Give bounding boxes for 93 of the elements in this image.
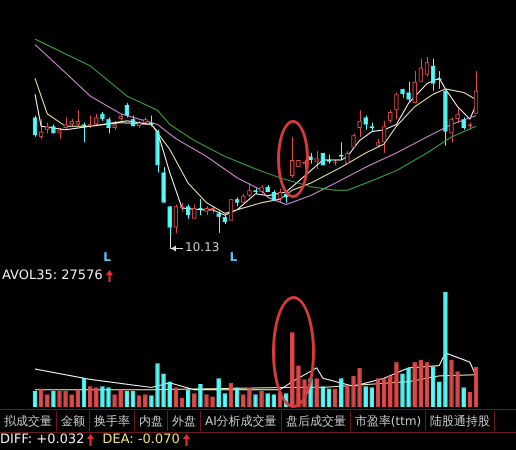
bar <box>345 385 350 407</box>
text: DIFF: +0.032 <box>0 432 84 447</box>
bar <box>430 366 436 407</box>
candlestick <box>382 120 386 154</box>
candlestick <box>174 204 178 234</box>
bar <box>314 378 319 407</box>
candlestick <box>418 58 424 82</box>
bar <box>161 374 166 407</box>
text: 金额 <box>57 411 90 431</box>
bar <box>174 387 178 407</box>
bar <box>136 395 142 407</box>
bar <box>94 387 98 407</box>
bar <box>234 387 240 407</box>
bar <box>364 386 368 407</box>
candlestick <box>45 122 50 134</box>
bar <box>394 362 399 407</box>
candlestick <box>462 116 466 130</box>
text: L <box>230 250 238 264</box>
bar <box>259 390 264 407</box>
candlestick <box>388 110 392 124</box>
candlestick <box>406 81 411 102</box>
candlestick <box>308 152 313 164</box>
candlestick <box>76 110 80 127</box>
bar <box>437 382 442 407</box>
bar <box>332 388 338 407</box>
candlestick <box>186 204 190 220</box>
bar <box>124 390 130 407</box>
bar <box>63 390 68 407</box>
text: AI分析成交量 <box>201 411 282 431</box>
bar <box>186 390 190 407</box>
bar <box>192 393 196 407</box>
bar <box>149 395 154 407</box>
candlestick <box>247 182 252 198</box>
bar <box>76 390 80 407</box>
candlestick <box>216 211 221 234</box>
bar <box>388 376 392 407</box>
candlestick <box>357 110 362 138</box>
bar <box>210 396 215 407</box>
text: 盘后成交量 <box>282 411 351 431</box>
bar <box>272 394 276 407</box>
candlestick <box>455 108 460 124</box>
bar <box>143 394 148 407</box>
text: 陆股通持股 <box>426 411 496 431</box>
candlestick <box>192 204 196 220</box>
bar <box>468 392 472 407</box>
text: 内盘 <box>135 411 168 431</box>
bar <box>266 393 270 407</box>
candlestick <box>290 136 294 178</box>
bar <box>241 394 246 407</box>
candlestick <box>168 206 172 236</box>
bar <box>70 394 74 407</box>
bar <box>112 394 117 407</box>
bar <box>118 390 123 407</box>
bar <box>88 386 92 407</box>
candlestick <box>63 116 68 130</box>
bar <box>320 386 326 407</box>
text: 换手率 <box>90 411 135 431</box>
chart-title: AVOL35: 27576 <box>2 268 103 283</box>
bar <box>198 384 203 407</box>
bar <box>290 332 294 407</box>
bar <box>443 292 448 407</box>
bar <box>168 382 172 407</box>
candlestick <box>314 150 319 170</box>
text: 10.13 <box>185 240 220 254</box>
text: 外盘 <box>168 411 201 431</box>
bar <box>418 360 424 407</box>
bar <box>370 387 374 407</box>
bar <box>222 393 228 407</box>
bar <box>339 378 344 407</box>
bar <box>382 378 386 407</box>
candlestick <box>394 92 399 120</box>
text: 市盈率(ttm) <box>350 411 426 431</box>
candlestick <box>124 102 130 118</box>
text: L <box>103 250 112 264</box>
bar <box>45 394 50 407</box>
candlestick <box>364 115 368 130</box>
candlestick <box>38 118 44 140</box>
bar <box>462 387 466 407</box>
candlestick <box>430 58 436 92</box>
bar <box>51 390 56 407</box>
bar <box>357 368 362 407</box>
bar <box>412 362 417 407</box>
bar <box>38 388 44 407</box>
bar <box>100 386 105 407</box>
text: 拟成交量 <box>0 411 57 431</box>
candlestick <box>345 150 350 164</box>
bar <box>247 387 252 407</box>
text: DEA: -0.070 <box>102 432 180 447</box>
bar <box>406 368 411 407</box>
bar <box>455 371 460 407</box>
bar <box>296 366 301 407</box>
candlestick <box>412 70 417 104</box>
bar <box>216 378 221 407</box>
